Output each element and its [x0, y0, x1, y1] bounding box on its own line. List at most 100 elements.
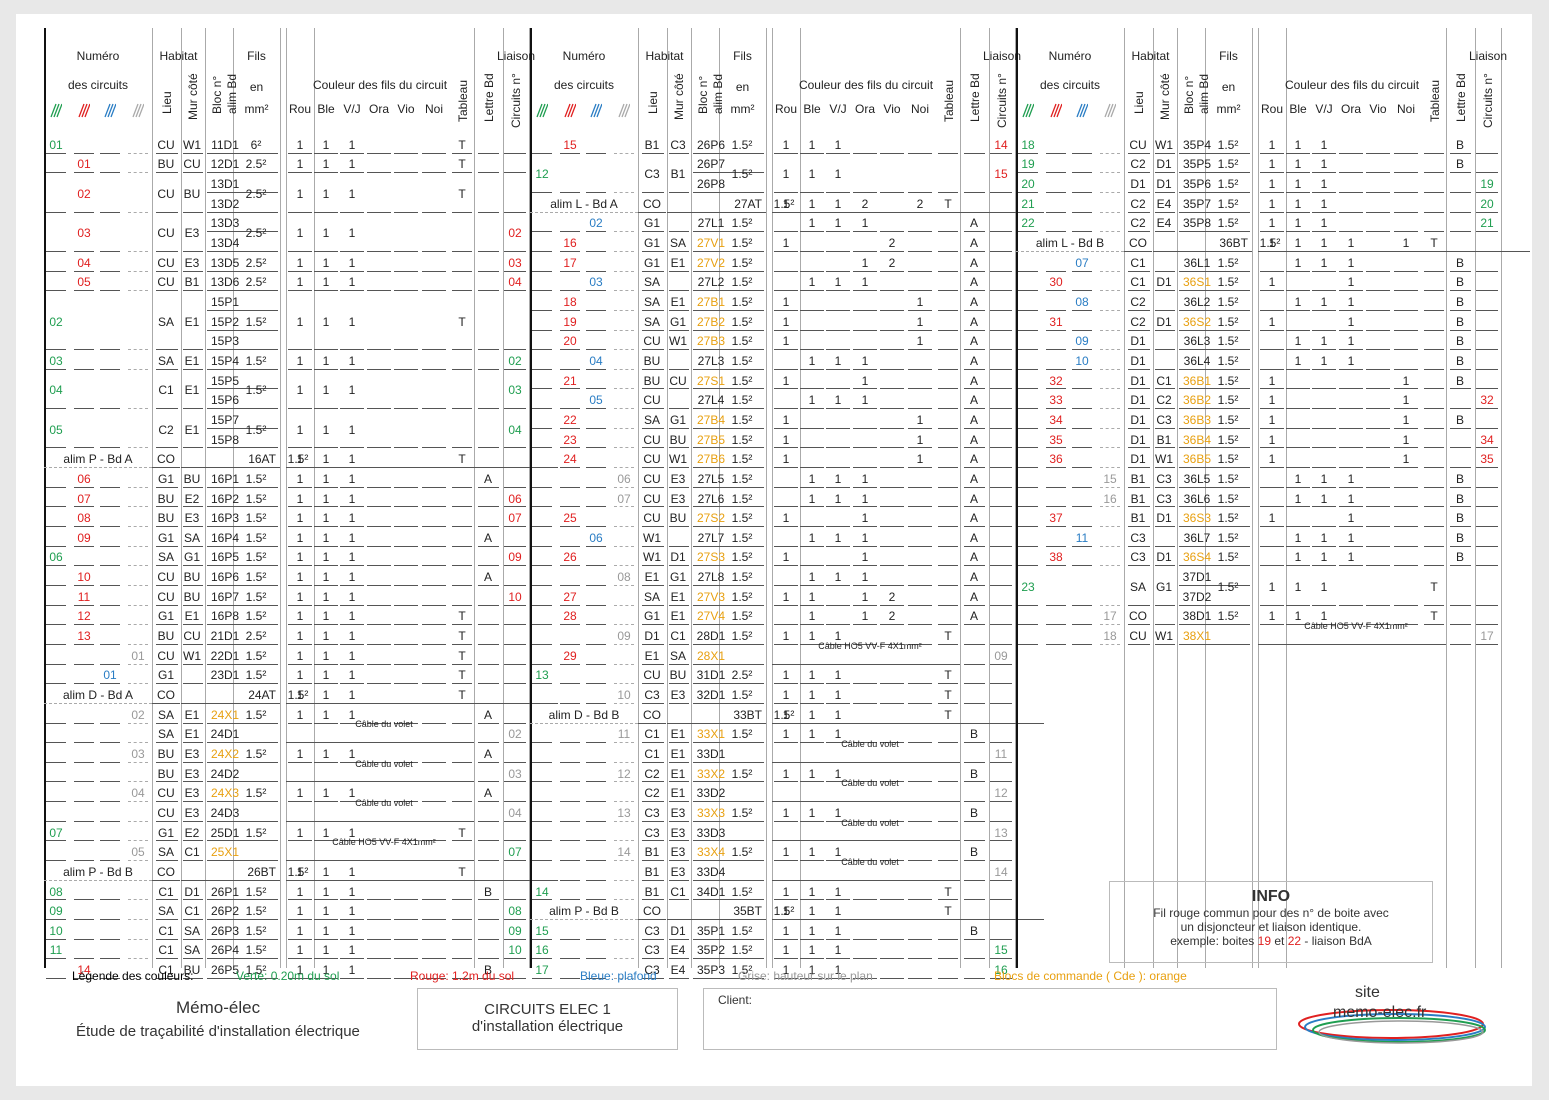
wire-count: 1 [348, 589, 356, 604]
underline [964, 152, 985, 154]
lieu: SA [643, 412, 660, 427]
underline [560, 309, 580, 311]
underline [1424, 290, 1444, 292]
underline [964, 860, 985, 862]
underline [207, 860, 278, 862]
client-box[interactable]: Client: [703, 988, 1277, 1050]
underline [100, 781, 120, 783]
wire-count: 1 [322, 688, 330, 703]
underline [367, 408, 391, 410]
underline [938, 840, 958, 842]
underline [964, 899, 985, 901]
underline [46, 781, 66, 783]
info-title: INFO [1251, 888, 1291, 905]
underline [1260, 270, 1284, 272]
underline [46, 683, 66, 685]
wire-count: 1 [834, 943, 842, 958]
underline [504, 663, 526, 665]
underline [422, 663, 446, 665]
bloc-number: 13D6 [210, 275, 240, 290]
wire-count: 1 [322, 275, 330, 290]
underline [532, 427, 552, 429]
underline [156, 683, 178, 685]
underline [367, 447, 391, 449]
underline [586, 840, 606, 842]
wire-count: 1 [861, 570, 869, 585]
underline [724, 250, 760, 252]
underline [478, 447, 499, 449]
underline [1046, 152, 1066, 154]
underline [156, 211, 178, 213]
underline [938, 309, 958, 311]
wire-count: 1 [1294, 530, 1302, 545]
underline [156, 899, 178, 901]
wire-count: 1 [808, 570, 816, 585]
underline [853, 643, 877, 645]
block-3: Numéro des circuits Habitat Lieu Mur côté Blo… [1016, 28, 1530, 968]
underline [586, 584, 606, 586]
bloc-number: 26P5 [210, 963, 240, 978]
client-label: Client: [718, 993, 753, 1007]
fils: 1.5² [245, 904, 267, 919]
underline [1128, 349, 1150, 351]
fils: 1.5² [773, 196, 795, 211]
underline [1128, 152, 1150, 154]
underline [1018, 231, 1038, 233]
underline [964, 604, 985, 606]
header-mm2: mm² [244, 102, 269, 116]
linked-circuit: 14 [994, 864, 1008, 879]
underline [532, 329, 552, 331]
underline [288, 211, 312, 213]
lettre-bd: B [1455, 314, 1464, 329]
underline [504, 840, 526, 842]
underline [853, 565, 877, 567]
wire-count: 1 [808, 805, 816, 820]
underline [1394, 427, 1418, 429]
wire-count: 1 [834, 923, 842, 938]
underline [452, 526, 472, 527]
wire-count: 1 [782, 904, 790, 919]
underline [938, 938, 958, 940]
bloc-number: 31D1 [696, 668, 726, 683]
underline [288, 604, 312, 606]
underline [724, 938, 760, 940]
column-separator [1015, 28, 1016, 968]
underline [183, 545, 203, 547]
underline [560, 427, 580, 429]
underline [100, 860, 120, 862]
circuit-number: 12 [535, 167, 549, 182]
wire-count: 1 [322, 226, 330, 241]
underline [724, 191, 760, 193]
lettre-bd: B [1455, 550, 1464, 565]
underline [1366, 270, 1390, 272]
lieu: CU [1129, 137, 1147, 152]
underline [100, 643, 120, 645]
mur: E3 [184, 786, 200, 801]
underline [853, 604, 877, 606]
underline [1155, 152, 1175, 154]
site-logo[interactable]: site memo-elec.fr [1291, 980, 1491, 1052]
underline [880, 309, 904, 311]
underline [800, 643, 824, 645]
underline [128, 290, 148, 292]
underline [288, 899, 312, 901]
underline [367, 152, 391, 154]
underline [1260, 191, 1284, 193]
tableau: T [944, 668, 952, 683]
wire-count: 1 [1320, 137, 1328, 152]
bloc-number: 33D1 [696, 746, 726, 761]
underline [853, 624, 877, 626]
underline [1339, 408, 1363, 410]
mur: E3 [670, 491, 686, 506]
underline [128, 722, 148, 724]
fils: 1.5² [731, 137, 753, 152]
wire-count: 1 [296, 589, 304, 604]
underline [560, 840, 580, 842]
header-couleur: Couleur des fils du circuit [312, 78, 448, 92]
circuit-number: 23 [1021, 579, 1035, 594]
underline [853, 702, 877, 704]
underline [800, 368, 824, 370]
underline [1312, 231, 1336, 233]
underline [340, 683, 364, 685]
underline [422, 643, 446, 645]
